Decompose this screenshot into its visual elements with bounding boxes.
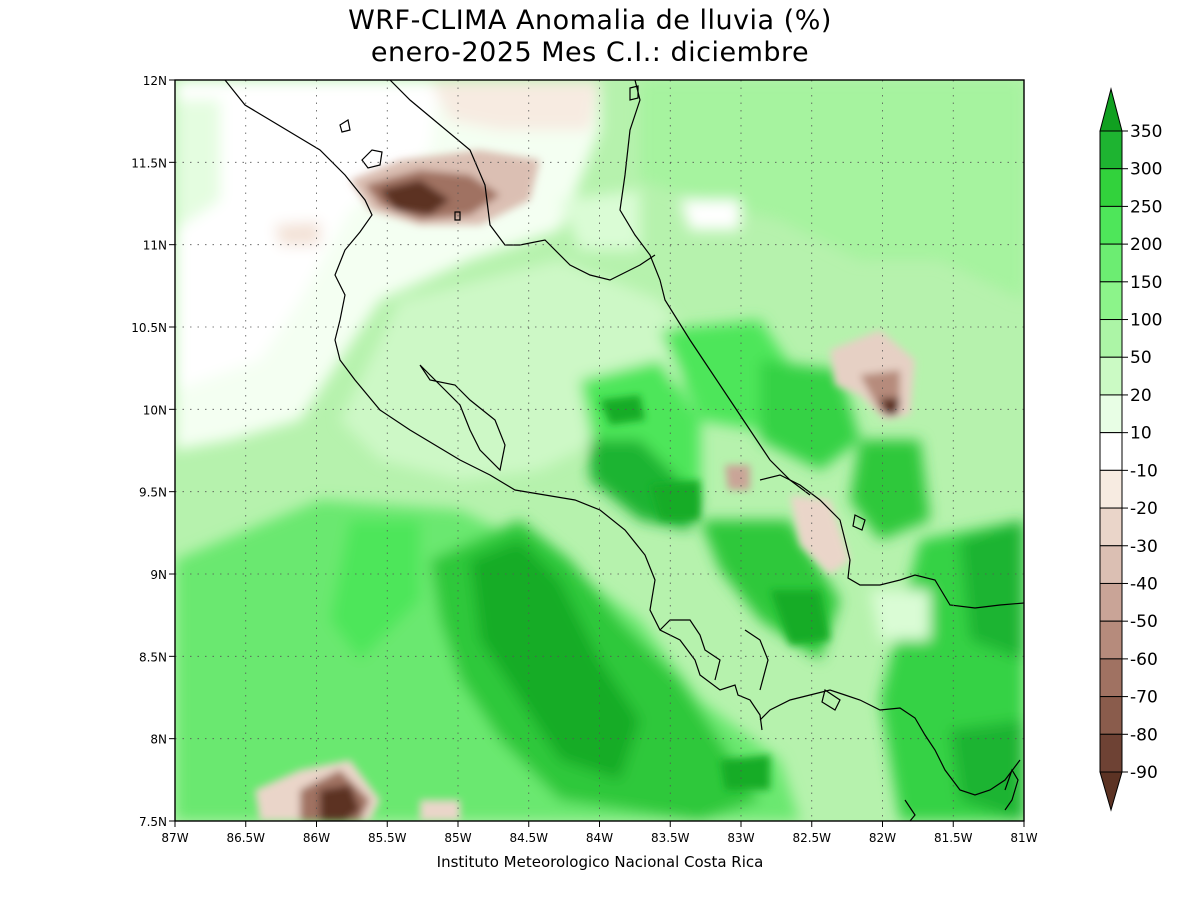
colorbar-segment	[1099, 507, 1123, 547]
x-tick-label: 83W	[727, 831, 754, 845]
anomaly-field	[175, 80, 1024, 821]
colorbar-label: -80	[1130, 725, 1158, 745]
colorbar-label: -70	[1130, 688, 1158, 708]
colorbar-label: 250	[1130, 197, 1162, 217]
colorbar-label: 10	[1130, 424, 1152, 444]
x-tick-label: 84W	[586, 831, 613, 845]
colorbar-label: 100	[1130, 311, 1162, 331]
latitude-axis: 7.5N 8N 8.5N 9N 9.5N 10N 10.5N 11N 11.5N 12N	[131, 74, 175, 829]
colorbar-segment	[1099, 582, 1123, 622]
colorbar-label: 300	[1130, 160, 1162, 180]
x-tick-label: 82.5W	[792, 831, 831, 845]
colorbar-label: -40	[1130, 574, 1158, 594]
x-tick-label: 82W	[869, 831, 896, 845]
colorbar-label: 350	[1130, 122, 1162, 142]
x-tick-label: 81.5W	[934, 831, 973, 845]
y-tick-label: 11.5N	[131, 156, 167, 170]
y-tick-label: 9.5N	[139, 486, 167, 500]
colorbar-label: 50	[1130, 348, 1152, 368]
colorbar-label: 150	[1130, 273, 1162, 293]
x-tick-label: 83.5W	[651, 831, 690, 845]
colorbar-segment	[1099, 130, 1123, 170]
y-tick-label: 8.5N	[139, 650, 167, 664]
colorbar-label: 200	[1130, 235, 1162, 255]
colorbar-segment	[1099, 733, 1123, 773]
x-tick-label: 81W	[1010, 831, 1037, 845]
colorbar-segment	[1099, 243, 1123, 283]
colorbar-label: 20	[1130, 386, 1152, 406]
field-core-blobs	[255, 150, 915, 821]
colorbar-label: -60	[1130, 650, 1158, 670]
x-tick-label: 86W	[303, 831, 330, 845]
longitude-axis: 87W 86.5W 86W 85.5W 85W 84.5W 84W 83.5W 83W 82.5W…	[161, 821, 1038, 845]
colorbar-segment	[1099, 281, 1123, 321]
colorbar-label: -50	[1130, 612, 1158, 632]
x-tick-label: 86.5W	[226, 831, 265, 845]
colorbar-label: -20	[1130, 499, 1158, 519]
colorbar-label: -30	[1130, 537, 1158, 557]
colorbar-segment	[1099, 319, 1123, 358]
x-tick-label: 85.5W	[368, 831, 407, 845]
x-tick-label: 85W	[444, 831, 471, 845]
colorbar-segment	[1099, 168, 1123, 207]
x-tick-label: 84.5W	[509, 831, 548, 845]
y-tick-label: 8N	[150, 733, 167, 747]
map-title: WRF-CLIMA Anomalia de lluvia (%)	[348, 5, 832, 36]
colorbar-label: -10	[1130, 461, 1158, 481]
coastlines	[224, 80, 1024, 821]
colorbar-segment	[1099, 205, 1123, 245]
colorbar-segment	[1099, 545, 1123, 584]
y-tick-label: 11N	[143, 239, 167, 253]
colorbar-segment	[1099, 620, 1123, 660]
map-subtitle: enero-2025 Mes C.I.: diciembre	[370, 37, 810, 68]
colorbar-segment	[1099, 394, 1123, 434]
colorbar-segment	[1099, 469, 1123, 509]
y-tick-label: 7.5N	[139, 815, 167, 829]
colorbar-top-arrow	[1099, 87, 1123, 132]
colorbar-segment	[1099, 658, 1123, 698]
y-tick-label: 10N	[143, 403, 167, 417]
y-tick-label: 9N	[150, 568, 167, 582]
x-tick-label: 87W	[161, 831, 188, 845]
y-tick-label: 12N	[143, 74, 167, 88]
colorbar-bottom-arrow	[1099, 771, 1123, 812]
colorbar: 350 300 250 200 150 100 50 20 10 -10 -20 -30 -40 -50 -…	[1099, 87, 1162, 812]
colorbar-segment	[1099, 432, 1123, 471]
colorbar-label: -90	[1130, 763, 1158, 783]
credit-text: Instituto Meteorologico Nacional Costa R…	[436, 853, 764, 871]
colorbar-segment	[1099, 356, 1123, 396]
y-tick-label: 10.5N	[131, 321, 167, 335]
colorbar-segment	[1099, 696, 1123, 735]
field-blobs	[175, 80, 1024, 821]
